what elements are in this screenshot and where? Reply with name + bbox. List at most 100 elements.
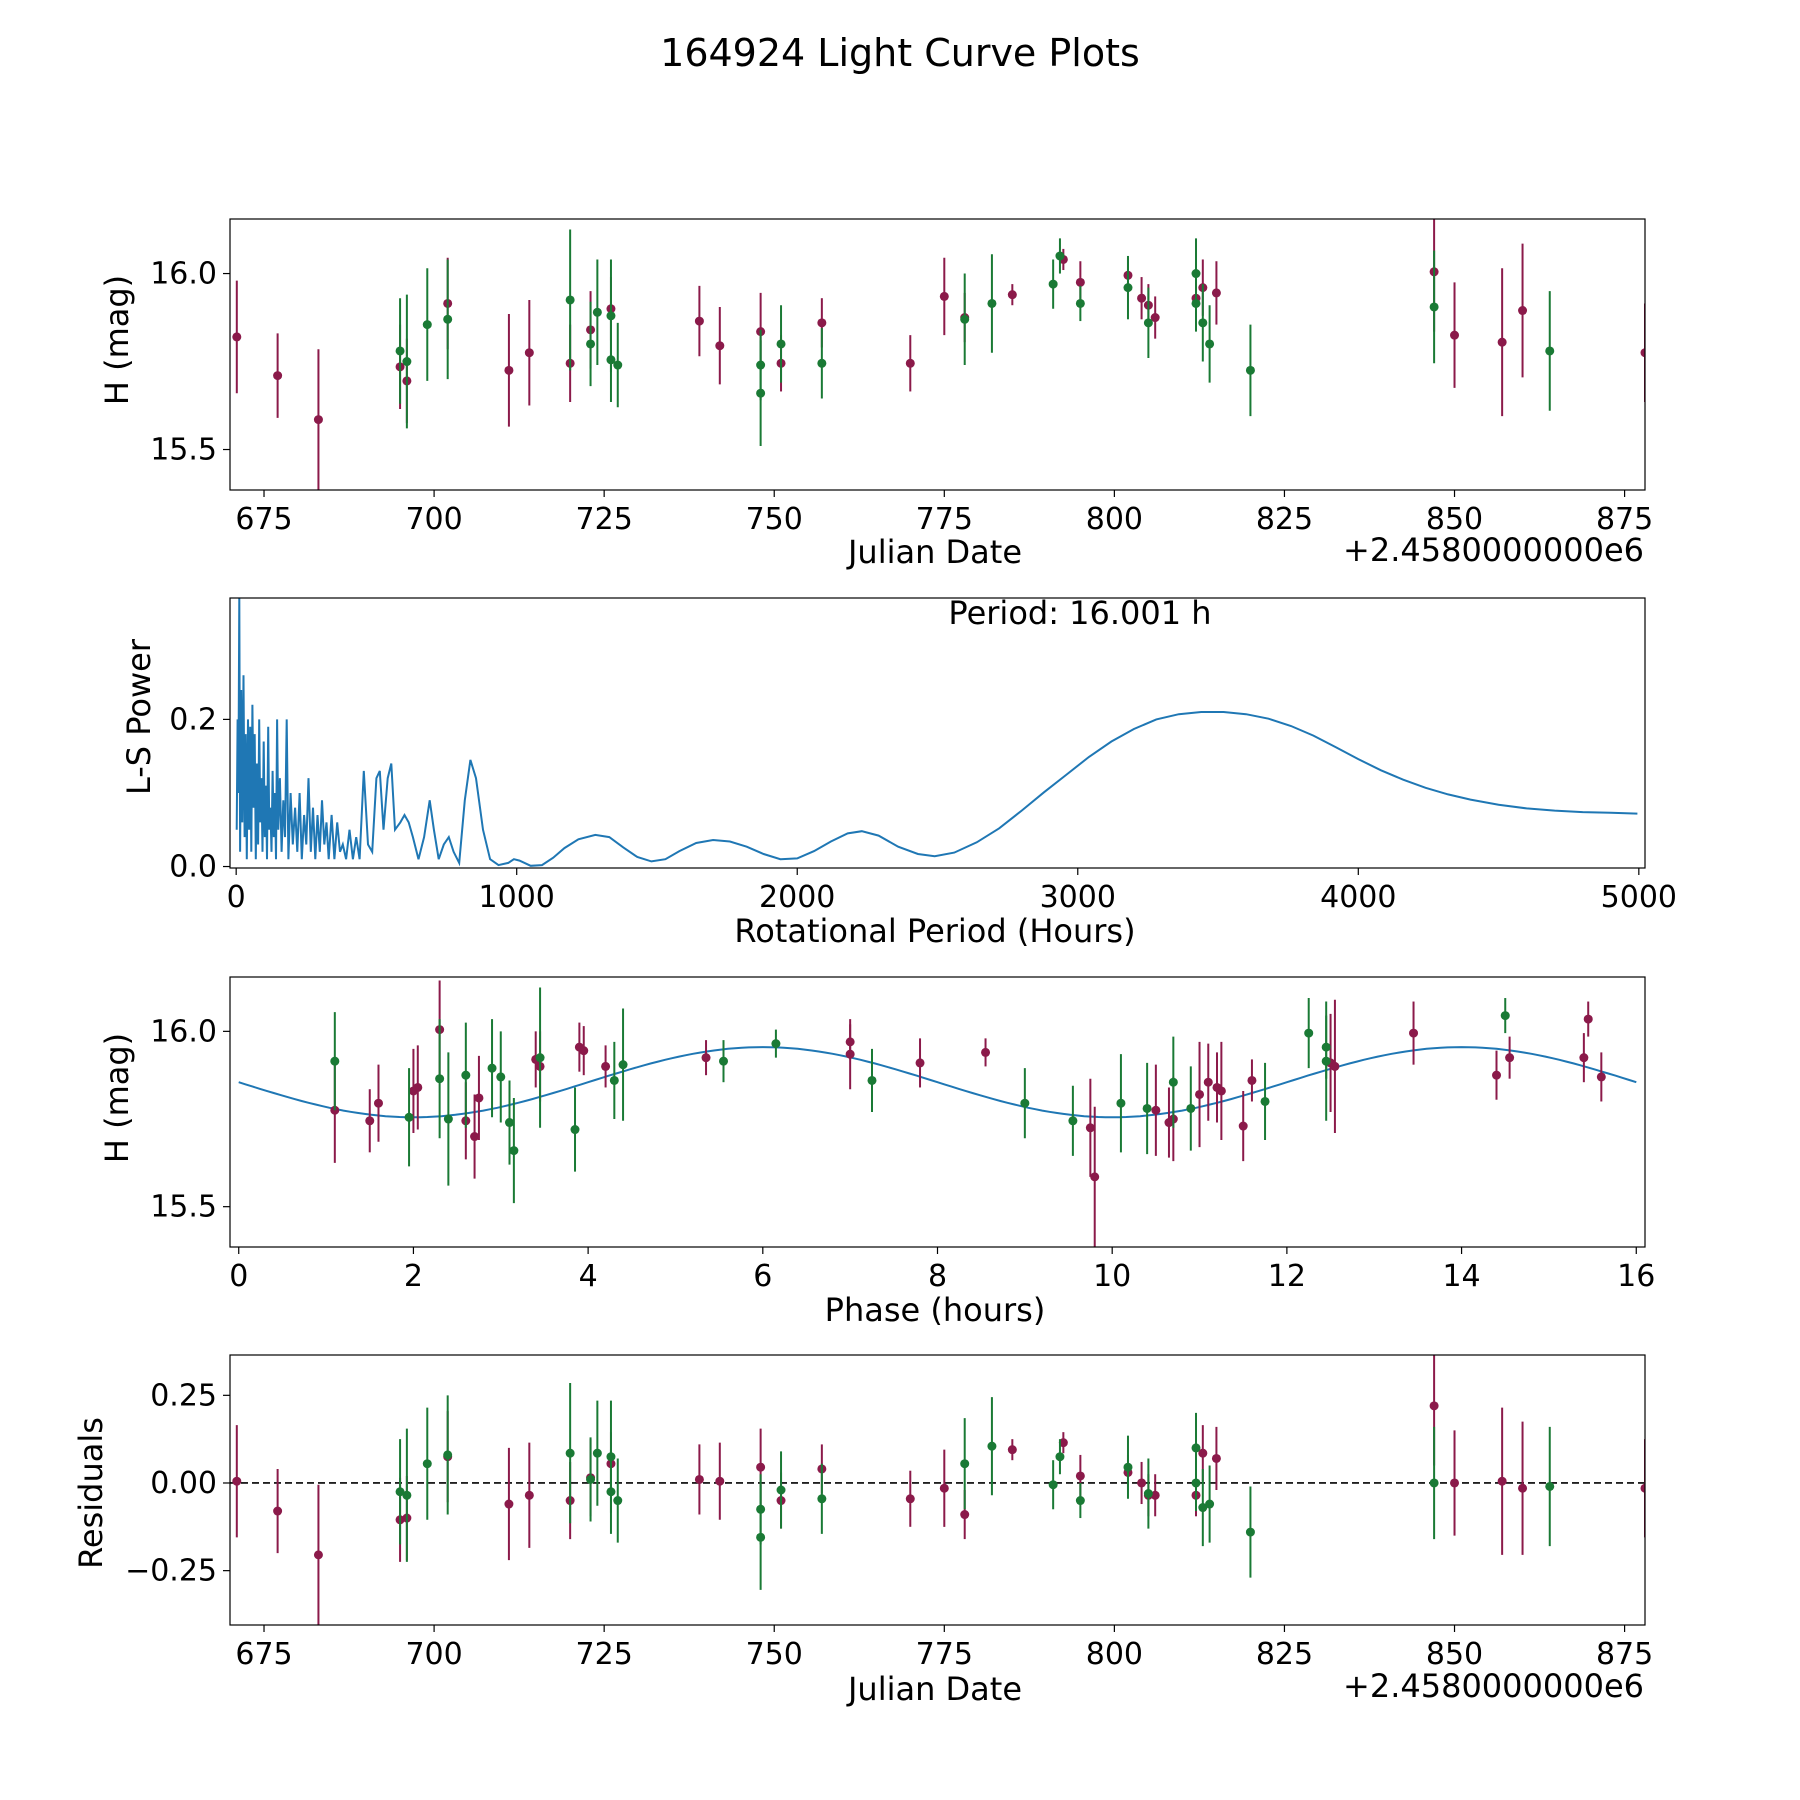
magenta-data-point	[1075, 1471, 1085, 1481]
light-curve-xlabel: Julian Date	[846, 533, 1022, 571]
x-tick-label: 675	[235, 502, 292, 537]
green-data-point	[1123, 1462, 1133, 1472]
green-data-point	[1143, 318, 1153, 328]
green-data-point	[1205, 339, 1215, 349]
green-data-point	[586, 1474, 596, 1484]
green-data-point	[1048, 279, 1058, 289]
magenta-data-point	[1198, 1448, 1208, 1458]
x-tick-label: 875	[1596, 502, 1653, 537]
green-data-point	[505, 1118, 515, 1128]
magenta-data-point	[524, 1490, 534, 1500]
green-data-point	[960, 314, 970, 324]
magenta-data-point	[1640, 1483, 1645, 1493]
magenta-data-point	[1151, 1105, 1161, 1115]
x-tick-label: 850	[1426, 1637, 1483, 1672]
green-data-point	[487, 1063, 497, 1073]
green-data-point	[435, 1074, 445, 1084]
magenta-data-point	[1505, 1053, 1515, 1063]
magenta-data-point	[232, 332, 242, 342]
x-tick-label: 10	[1093, 1259, 1131, 1294]
green-data-point	[565, 1448, 575, 1458]
magenta-data-point	[905, 358, 915, 368]
magenta-data-point	[1409, 1028, 1419, 1038]
y-tick-label: −0.25	[125, 1554, 217, 1589]
residuals-offset-label: +2.4580000000e6	[1343, 1667, 1644, 1705]
magenta-data-point	[1085, 1123, 1095, 1133]
x-tick-label: 750	[746, 502, 803, 537]
green-data-point	[395, 1487, 405, 1497]
y-tick-label: 15.5	[150, 433, 217, 468]
magenta-data-point	[701, 1053, 711, 1063]
green-data-point	[592, 1448, 602, 1458]
green-data-point	[776, 1485, 786, 1495]
residuals-plot-area	[230, 1355, 1645, 1625]
x-tick-label: 725	[576, 1637, 633, 1672]
magenta-data-point	[981, 1047, 991, 1057]
magenta-data-point	[1518, 1483, 1528, 1493]
green-data-point	[1429, 1478, 1439, 1488]
green-data-point	[592, 307, 602, 317]
magenta-data-point	[273, 371, 283, 381]
light-curve-offset-label: +2.4580000000e6	[1343, 531, 1644, 569]
green-data-point	[1075, 298, 1085, 308]
period-annotation: Period: 16.001 h	[948, 594, 1211, 632]
magenta-data-point	[1450, 1478, 1460, 1488]
magenta-data-point	[715, 341, 725, 351]
green-data-point	[771, 1039, 781, 1049]
green-data-point	[1186, 1103, 1196, 1113]
magenta-data-point	[1203, 1077, 1213, 1087]
green-data-point	[395, 346, 405, 356]
magenta-data-point	[1195, 1089, 1205, 1099]
magenta-data-point	[1583, 1014, 1593, 1024]
magenta-data-point	[960, 1510, 970, 1520]
green-data-point	[1545, 1481, 1555, 1491]
green-data-point	[1304, 1028, 1314, 1038]
green-data-point	[1055, 1452, 1065, 1462]
x-tick-label: 0	[227, 880, 246, 915]
green-data-point	[613, 1496, 623, 1506]
residuals-ylabel: Residuals	[72, 1417, 110, 1569]
x-tick-label: 3000	[1040, 880, 1116, 915]
green-data-point	[1075, 1496, 1085, 1506]
magenta-data-point	[1007, 290, 1017, 300]
y-tick-label: 0.0	[169, 850, 217, 885]
green-data-point	[987, 298, 997, 308]
green-data-point	[1191, 269, 1201, 279]
magenta-data-point	[694, 1474, 704, 1484]
residuals-xlabel: Julian Date	[846, 1670, 1022, 1708]
green-data-point	[1245, 1527, 1255, 1537]
y-tick-label: 0.25	[150, 1378, 217, 1413]
magenta-data-point	[1497, 1476, 1507, 1486]
green-data-point	[509, 1146, 519, 1156]
magenta-data-point	[1150, 313, 1160, 323]
green-data-point	[867, 1075, 877, 1085]
magenta-data-point	[504, 1499, 514, 1509]
x-tick-label: 775	[916, 1637, 973, 1672]
magenta-data-point	[939, 1483, 949, 1493]
x-tick-label: 2	[404, 1259, 423, 1294]
green-data-point	[613, 360, 623, 370]
green-data-point	[606, 355, 616, 365]
y-tick-label: 15.5	[150, 1190, 217, 1225]
magenta-data-point	[524, 348, 534, 358]
magenta-data-point	[1216, 1086, 1226, 1096]
magenta-data-point	[715, 1476, 725, 1486]
green-data-point	[461, 1070, 471, 1080]
green-data-point	[1205, 1499, 1215, 1509]
x-tick-label: 825	[1256, 502, 1313, 537]
magenta-data-point	[1007, 1445, 1017, 1455]
x-tick-label: 850	[1426, 502, 1483, 537]
green-data-point	[535, 1053, 545, 1063]
magenta-data-point	[313, 1550, 323, 1560]
light-curve-panel: H (mag) Julian Date +2.4580000000e6 675 7…	[98, 218, 1653, 571]
magenta-data-point	[413, 1082, 423, 1092]
magenta-data-point	[1247, 1075, 1257, 1085]
green-data-point	[776, 339, 786, 349]
x-tick-label: 16	[1617, 1259, 1655, 1294]
magenta-data-point	[470, 1132, 480, 1142]
light-curve-ylabel: H (mag)	[98, 275, 136, 405]
phase-folded-xlabel: Phase (hours)	[825, 1291, 1046, 1329]
green-data-point	[1500, 1011, 1510, 1021]
green-data-point	[330, 1056, 340, 1066]
magenta-data-point	[1211, 1453, 1221, 1463]
